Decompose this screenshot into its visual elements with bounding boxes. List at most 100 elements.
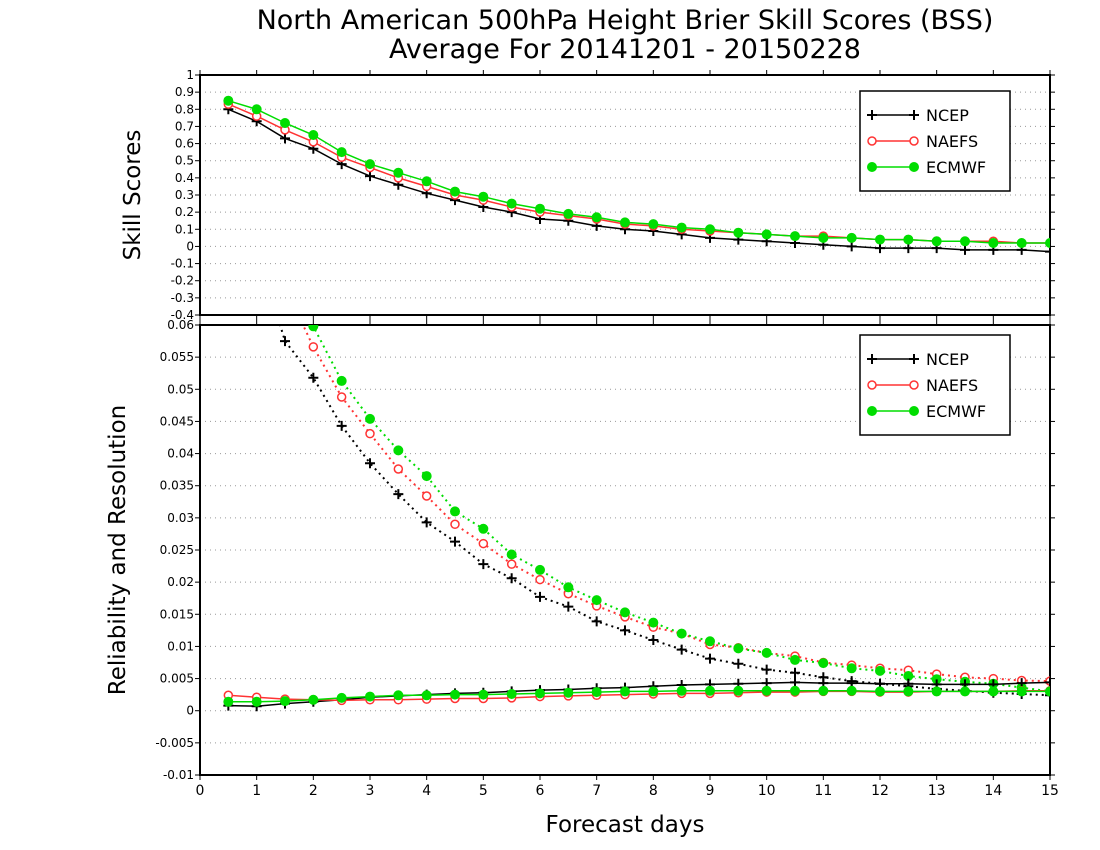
data-point [620, 625, 630, 636]
legend-marker [867, 110, 877, 120]
y-tick-label: 0.01 [167, 639, 194, 653]
y-tick-label: 0.4 [175, 171, 194, 185]
data-point [563, 687, 574, 698]
data-point [393, 167, 404, 178]
data-point [478, 191, 489, 202]
legend-marker [867, 136, 877, 146]
data-point [1045, 246, 1050, 257]
data-point [506, 573, 517, 584]
legend-marker [867, 162, 877, 172]
legend: NCEP NAEFS ECMWF [859, 334, 1011, 436]
legend-label: NAEFS [926, 132, 978, 151]
data-point [506, 549, 517, 560]
data-point [648, 617, 659, 628]
x-tick-label: 3 [366, 783, 375, 799]
series-naefs-solid [223, 686, 1050, 706]
data-point [421, 517, 432, 528]
legend: NCEP NAEFS ECMWF [859, 90, 1011, 192]
data-point [251, 696, 262, 707]
data-point [676, 628, 687, 639]
legend-marker [867, 354, 877, 364]
y-tick-label: 0 [186, 704, 194, 718]
y-tick-label: 0 [186, 239, 194, 253]
y-tick-label: 0.9 [175, 85, 194, 99]
data-point [790, 677, 800, 688]
y-tick-label: 0.02 [167, 575, 194, 589]
data-point [535, 591, 545, 602]
x-tick-label: 10 [758, 783, 776, 799]
data-point [308, 325, 319, 332]
data-point [733, 685, 744, 696]
x-tick-label: 11 [814, 783, 832, 799]
chart-title-line2: Average For 20141201 - 20150228 [389, 34, 861, 65]
x-tick-label: 2 [309, 783, 318, 799]
data-point [988, 686, 999, 697]
data-point [591, 687, 602, 698]
y-tick-label: -0.3 [171, 291, 194, 305]
data-point [365, 171, 375, 182]
data-point [535, 688, 545, 699]
legend-marker [867, 380, 877, 390]
data-point [1045, 690, 1050, 701]
data-point [1045, 686, 1050, 697]
data-point [733, 227, 744, 238]
data-point [1045, 677, 1050, 688]
x-tick-label: 9 [706, 783, 715, 799]
data-point [450, 186, 460, 197]
data-point [733, 658, 744, 669]
legend-label: ECMWF [926, 158, 986, 177]
y-tick-label: 0.005 [160, 672, 194, 686]
y-tick-label: -0.1 [171, 257, 194, 271]
data-point [281, 282, 289, 290]
legend-item-naefs: NAEFS [867, 376, 978, 395]
data-point [393, 464, 404, 474]
data-point [308, 342, 319, 352]
data-point [365, 458, 375, 469]
y-tick-label: 0.03 [167, 511, 194, 525]
data-point [620, 217, 630, 228]
legend-item-ncep: NCEP [867, 350, 969, 369]
y-tick-label: 0.8 [175, 102, 194, 116]
chart-title-line1: North American 500hPa Height Brier Skill… [257, 5, 994, 36]
x-tick-label: 4 [422, 783, 431, 799]
legend-item-ecmwf: ECMWF [867, 402, 986, 421]
legend-item-ecmwf: ECMWF [867, 158, 986, 177]
data-point [818, 685, 829, 696]
x-tick-label: 5 [479, 783, 488, 799]
data-point [903, 243, 914, 254]
legend-marker [909, 354, 919, 364]
x-tick-label: 8 [649, 783, 658, 799]
data-point [223, 696, 234, 707]
plot-frame [199, 324, 1051, 776]
data-point [903, 234, 914, 245]
data-point [223, 95, 234, 106]
data-point [478, 523, 489, 534]
data-point [931, 236, 942, 247]
y-tick-label: 0.05 [167, 382, 194, 396]
data-point [875, 665, 885, 676]
data-point [308, 694, 319, 705]
data-point [336, 147, 347, 158]
legend-item-naefs: NAEFS [867, 132, 978, 151]
data-point [676, 644, 687, 655]
data-point [648, 219, 659, 230]
data-point [875, 234, 885, 245]
data-point [591, 212, 602, 223]
y-axis-label: Skill Scores [120, 130, 146, 261]
y-tick-label: -0.005 [155, 736, 194, 750]
x-tick-label: 6 [536, 783, 545, 799]
data-point [506, 689, 517, 699]
chart-panel-2: 0.060.0550.050.0450.040.0350.030.0250.02… [105, 159, 1059, 799]
chart-panel-1: 1 0.9 0.8 0.7 0.6 0.5 0.4 0.3 0.2 0.1 0 -0.1 -0.2 -0.… [120, 68, 1055, 322]
y-tick-label: 0.5 [175, 154, 194, 168]
plot-area [223, 159, 1050, 712]
data-point [478, 559, 489, 570]
legend-marker [909, 380, 919, 390]
data-point [223, 159, 233, 169]
x-tick-label: 7 [592, 783, 601, 799]
y-tick-label: 0.2 [175, 205, 194, 219]
data-point [393, 489, 404, 500]
data-point [705, 653, 715, 664]
data-point [252, 173, 261, 182]
